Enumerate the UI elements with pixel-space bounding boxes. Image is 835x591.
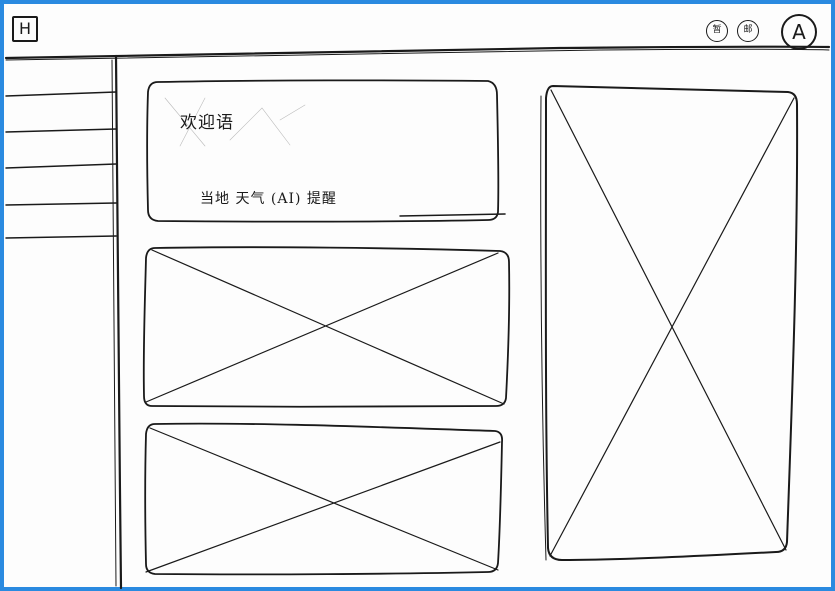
header-divider [4, 45, 831, 60]
sidebar-item-3[interactable] [4, 132, 116, 166]
image-placeholder-side [546, 86, 797, 560]
welcome-card [146, 79, 500, 223]
image-placeholder-1 [146, 248, 508, 406]
weather-ai-reminder: 当地 天气 (AI) 提醒 [200, 191, 337, 207]
side-placeholder [544, 84, 799, 562]
sidebar-item-2[interactable] [4, 96, 116, 130]
message-icon[interactable]: 邮 [737, 20, 759, 42]
sidebar-item-1[interactable] [4, 60, 116, 94]
sidebar-divider [114, 54, 123, 590]
notification-icon[interactable]: 暂 [706, 20, 728, 42]
avatar[interactable]: A [781, 14, 817, 50]
image-placeholder-2 [146, 424, 502, 574]
sidebar-item-5[interactable] [4, 204, 116, 238]
content-placeholder-1 [142, 246, 511, 408]
content-placeholder-2 [144, 422, 504, 576]
welcome-title: 欢迎语 [180, 113, 234, 133]
sidebar-item-4[interactable] [4, 168, 116, 202]
app-logo[interactable]: H [12, 16, 38, 42]
